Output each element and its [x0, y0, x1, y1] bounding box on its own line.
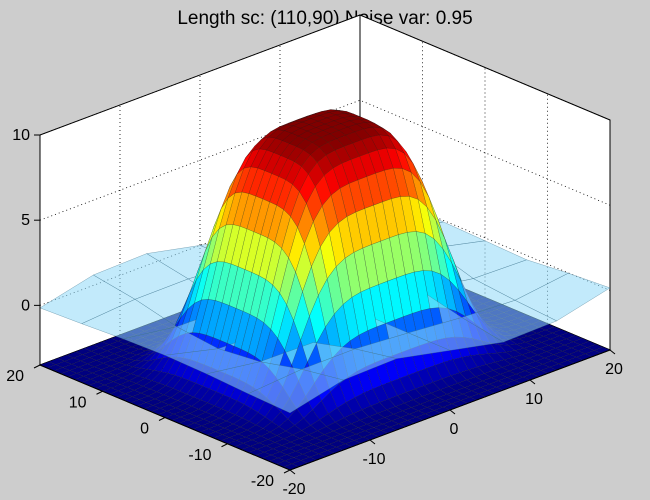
chart-title: Length sc: (110,90) Noise var: 0.95 — [177, 8, 473, 29]
y-tick — [33, 364, 41, 369]
x-tick — [609, 349, 616, 355]
y-tick — [96, 390, 103, 395]
y-tick-label: -20 — [251, 473, 274, 490]
z-tick-label: 0 — [21, 297, 30, 314]
y-tick — [283, 469, 291, 474]
z-tick-label: 5 — [21, 212, 30, 229]
y-tick-label: 20 — [6, 368, 24, 385]
y-tick-label: 0 — [140, 421, 149, 438]
x-tick — [449, 409, 456, 415]
x-tick-label: -20 — [282, 481, 305, 498]
x-tick-label: 10 — [525, 391, 543, 408]
z-tick-label: 10 — [12, 127, 30, 144]
x-tick-label: -10 — [362, 451, 385, 468]
x-tick — [289, 469, 296, 475]
y-tick-label: 10 — [69, 394, 87, 411]
x-tick-label: 0 — [450, 421, 459, 438]
overlay-patch — [247, 369, 344, 414]
y-tick-label: -10 — [188, 447, 211, 464]
x-tick — [369, 439, 376, 445]
x-tick-label: 20 — [605, 361, 623, 378]
y-tick — [221, 443, 228, 448]
x-tick — [529, 379, 536, 385]
y-tick — [158, 417, 166, 421]
